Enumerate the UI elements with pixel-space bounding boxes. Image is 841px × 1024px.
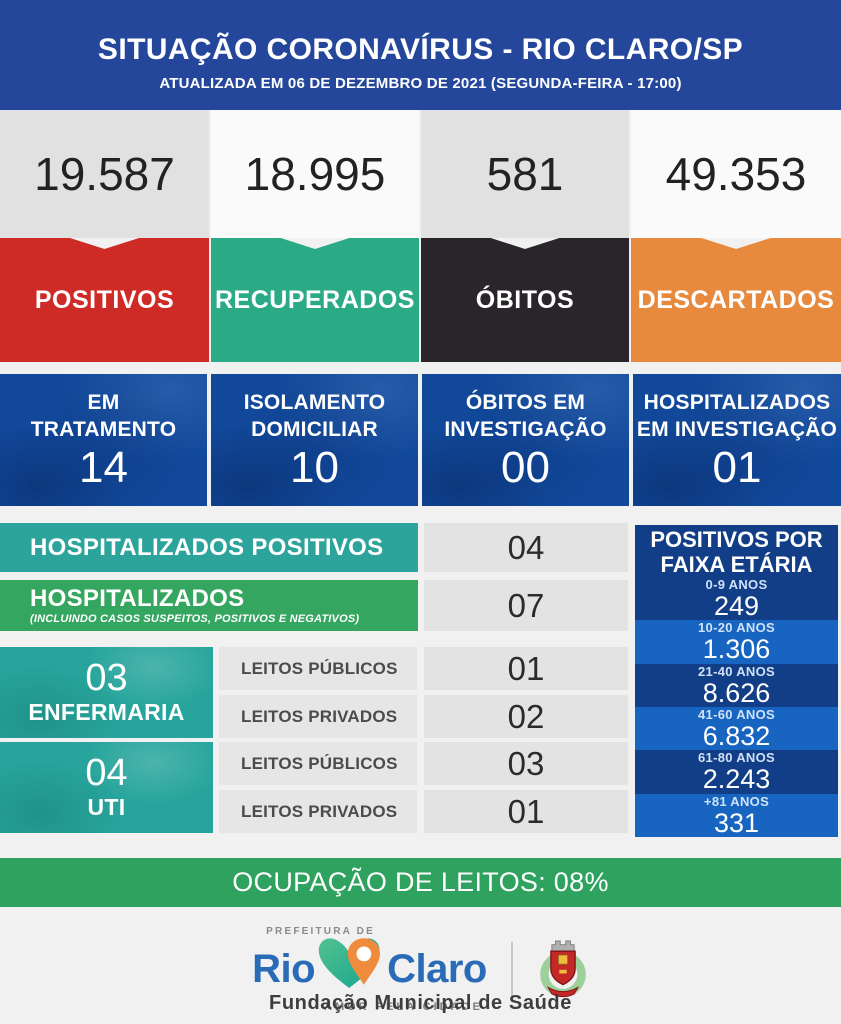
age-row-label: 21-40 ANOS — [698, 663, 775, 679]
deaths-investigation-value: 00 — [501, 442, 550, 492]
age-row-21-40: 21-40 ANOS 8.626 — [635, 663, 838, 708]
hospitalized-positives-label: HOSPITALIZADOS POSITIVOS — [30, 533, 384, 561]
hospitalized-positives-bar: HOSPITALIZADOS POSITIVOS — [0, 523, 418, 572]
deaths-card: 581 ÓBITOS — [421, 110, 629, 362]
footer: PREFEITURA DE Rio Claro — [0, 926, 841, 1013]
deaths-label: ÓBITOS — [421, 238, 629, 362]
recovered-card: 18.995 RECUPERADOS — [211, 110, 419, 362]
summary-cards: 19.587 POSITIVOS 18.995 RECUPERADOS 581 … — [0, 110, 841, 362]
header: SITUAÇÃO CORONAVÍRUS - RIO CLARO/SP ATUA… — [0, 0, 841, 110]
icu-private-beds-value: 01 — [424, 790, 628, 833]
home-isolation-label: ISOLAMENTO DOMICILIAR — [243, 391, 386, 442]
hospitalized-investigation-value: 01 — [712, 442, 762, 492]
deaths-value: 581 — [421, 110, 629, 238]
home-isolation-value: 10 — [290, 442, 339, 492]
hospitalized-positives-value: 04 — [424, 523, 628, 572]
discarded-card: 49.353 DESCARTADOS — [631, 110, 841, 362]
health-foundation-title: Fundação Municipal de Saúde — [269, 992, 572, 1014]
age-row-value: 6.832 — [702, 721, 771, 752]
age-row-value: 8.626 — [702, 677, 771, 708]
page-title: SITUAÇÃO CORONAVÍRUS - RIO CLARO/SP — [97, 33, 744, 66]
age-row-label: 41-60 ANOS — [698, 707, 775, 723]
infirmary-count: 03 — [85, 657, 128, 699]
positives-value: 19.587 — [0, 110, 209, 238]
logo-wordmark: Rio Claro — [252, 937, 487, 1000]
in-treatment-box: EM TRATAMENTO 14 — [0, 374, 207, 506]
logo-pretitle: PREFEITURA DE — [266, 926, 375, 937]
infirmary-public-beds-label: LEITOS PÚBLICOS — [219, 647, 417, 690]
logo-tagline: AMOR PELA CIDADE — [324, 1001, 483, 1013]
age-row-0-9: 0-9 ANOS 249 — [635, 577, 838, 620]
footer-divider — [510, 941, 513, 998]
age-row-61-80: 61-80 ANOS 2.243 — [635, 750, 838, 795]
age-row-label: 10-20 ANOS — [698, 620, 775, 636]
icu-name: UTI — [87, 794, 126, 820]
icu-public-beds-label: LEITOS PÚBLICOS — [219, 742, 417, 785]
recovered-label: RECUPERADOS — [211, 238, 419, 362]
icu-public-beds-value: 03 — [424, 742, 628, 785]
discarded-value: 49.353 — [631, 110, 841, 238]
city-coat-of-arms-icon — [537, 935, 589, 1004]
age-row-label: 0-9 ANOS — [705, 577, 768, 592]
age-row-41-60: 41-60 ANOS 6.832 — [635, 707, 838, 750]
hospitalized-total-label: HOSPITALIZADOS — [30, 584, 245, 612]
infirmary-private-beds-value: 02 — [424, 695, 628, 738]
icu-ward-box: 04 UTI — [0, 742, 213, 833]
in-treatment-value: 14 — [79, 442, 128, 492]
status-boxes: EM TRATAMENTO 14 ISOLAMENTO DOMICILIAR 1… — [0, 374, 841, 506]
age-row-value: 249 — [713, 591, 760, 621]
infirmary-public-beds-value: 01 — [424, 647, 628, 690]
hospitalized-total-value: 07 — [424, 580, 628, 631]
logo-word-rio: Rio — [252, 946, 316, 991]
positives-card: 19.587 POSITIVOS — [0, 110, 209, 362]
hospitalized-investigation-box: HOSPITALIZADOS EM INVESTIGAÇÃO 01 — [633, 374, 841, 506]
hospitalized-total-bar: HOSPITALIZADOS (INCLUINDO CASOS SUSPEITO… — [0, 580, 418, 631]
city-hall-logo: PREFEITURA DE Rio Claro — [252, 926, 487, 1013]
deaths-investigation-label: ÓBITOS EM INVESTIGAÇÃO — [444, 391, 607, 442]
age-row-10-20: 10-20 ANOS 1.306 — [635, 620, 838, 665]
bed-occupancy-banner: OCUPAÇÃO DE LEITOS: 08% — [0, 858, 841, 907]
updated-at-subtitle: ATUALIZADA EM 06 DE DEZEMBRO DE 2021 (SE… — [159, 75, 682, 92]
positives-label: POSITIVOS — [0, 238, 209, 362]
discarded-label: DESCARTADOS — [631, 238, 841, 362]
icu-count: 04 — [85, 752, 128, 794]
age-row-value: 1.306 — [702, 634, 771, 665]
infirmary-private-beds-label: LEITOS PRIVADOS — [219, 695, 417, 738]
age-row-value: 2.243 — [702, 764, 771, 795]
icu-private-beds-label: LEITOS PRIVADOS — [219, 790, 417, 833]
age-row-label: +81 ANOS — [703, 793, 770, 809]
age-row-label: 61-80 ANOS — [698, 750, 775, 766]
logo-word-claro: Claro — [387, 946, 487, 991]
infirmary-name: ENFERMARIA — [28, 699, 185, 725]
hospitalized-total-sublabel: (INCLUINDO CASOS SUSPEITOS, POSITIVOS E … — [30, 613, 360, 626]
infirmary-ward-box: 03 ENFERMARIA — [0, 647, 213, 738]
age-row-value: 331 — [713, 807, 760, 838]
age-row-81-plus: +81 ANOS 331 — [635, 793, 838, 838]
age-panel-title: POSITIVOS POR FAIXA ETÁRIA — [635, 525, 838, 577]
home-isolation-box: ISOLAMENTO DOMICILIAR 10 — [211, 374, 418, 506]
hospitalized-investigation-label: HOSPITALIZADOS EM INVESTIGAÇÃO — [636, 391, 838, 442]
heart-pin-icon — [316, 935, 386, 998]
recovered-value: 18.995 — [211, 110, 419, 238]
age-distribution-panel: POSITIVOS POR FAIXA ETÁRIA 0-9 ANOS 249 … — [635, 525, 838, 837]
in-treatment-label: EM TRATAMENTO — [30, 391, 177, 442]
deaths-investigation-box: ÓBITOS EM INVESTIGAÇÃO 00 — [422, 374, 629, 506]
